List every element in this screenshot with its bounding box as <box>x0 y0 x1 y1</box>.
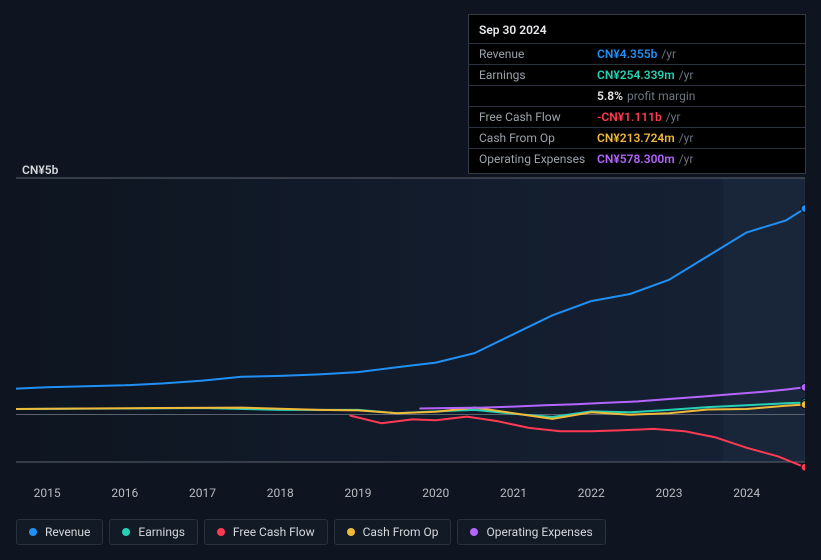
x-axis-tick: 2022 <box>578 486 605 500</box>
tooltip-row: EarningsCN¥254.339m/yr <box>469 64 805 85</box>
tooltip-metric-unit: /yr <box>679 68 694 82</box>
tooltip-metric-value: -CN¥1.111b <box>597 110 662 124</box>
tooltip-metric-unit: /yr <box>679 152 694 166</box>
tooltip-metric-label: Cash From Op <box>479 131 597 145</box>
tooltip-row: 5.8% profit margin <box>469 85 805 106</box>
legend-label: Free Cash Flow <box>233 525 315 539</box>
x-axis-tick: 2015 <box>34 486 61 500</box>
tooltip-row: Operating ExpensesCN¥578.300m/yr <box>469 148 805 169</box>
legend-item[interactable]: Revenue <box>16 519 103 545</box>
x-axis-tick: 2024 <box>733 486 760 500</box>
tooltip: Sep 30 2024 RevenueCN¥4.355b/yrEarningsC… <box>468 14 806 174</box>
tooltip-date: Sep 30 2024 <box>469 21 805 43</box>
x-axis-tick: 2021 <box>500 486 527 500</box>
x-axis-tick: 2019 <box>345 486 372 500</box>
tooltip-metric-unit: /yr <box>661 47 676 61</box>
legend-item[interactable]: Cash From Op <box>334 519 452 545</box>
tooltip-row: Cash From OpCN¥213.724m/yr <box>469 127 805 148</box>
legend-dot-icon <box>29 528 37 536</box>
tooltip-metric-value: CN¥213.724m <box>597 131 675 145</box>
legend-item[interactable]: Operating Expenses <box>457 519 605 545</box>
legend-dot-icon <box>122 528 130 536</box>
legend: Revenue Earnings Free Cash Flow Cash From O… <box>16 519 606 545</box>
tooltip-metric-unit: /yr <box>666 110 681 124</box>
x-axis-tick: 2020 <box>422 486 449 500</box>
chart-container: CN¥5bCN¥0-CN¥1b 201520162017201820192020… <box>0 0 821 560</box>
legend-dot-icon <box>217 528 225 536</box>
tooltip-metric-label: Operating Expenses <box>479 152 597 166</box>
tooltip-metric-value: CN¥4.355b <box>597 47 657 61</box>
legend-label: Revenue <box>45 525 90 539</box>
x-axis-tick: 2017 <box>189 486 216 500</box>
legend-dot-icon <box>470 528 478 536</box>
x-axis-tick: 2023 <box>655 486 682 500</box>
tooltip-metric-value: CN¥578.300m <box>597 152 675 166</box>
legend-label: Earnings <box>138 525 185 539</box>
tooltip-metric-unit: profit margin <box>627 89 695 103</box>
tooltip-metric-label: Free Cash Flow <box>479 110 597 124</box>
tooltip-metric-label <box>479 89 597 103</box>
tooltip-metric-label: Earnings <box>479 68 597 82</box>
legend-label: Operating Expenses <box>486 525 592 539</box>
tooltip-metric-value: 5.8% <box>597 89 623 103</box>
x-axis-tick: 2016 <box>111 486 138 500</box>
tooltip-row: RevenueCN¥4.355b/yr <box>469 43 805 64</box>
x-axis-tick: 2018 <box>267 486 294 500</box>
legend-item[interactable]: Free Cash Flow <box>204 519 328 545</box>
tooltip-metric-value: CN¥254.339m <box>597 68 675 82</box>
legend-item[interactable]: Earnings <box>109 519 198 545</box>
x-axis-labels: 2015 2016 2017 2018 2019 2020 2021 2022 2023 2024 <box>16 486 805 504</box>
legend-dot-icon <box>347 528 355 536</box>
tooltip-metric-label: Revenue <box>479 47 597 61</box>
chart-plot[interactable] <box>16 160 805 480</box>
legend-label: Cash From Op <box>363 525 439 539</box>
tooltip-row: Free Cash Flow-CN¥1.111b/yr <box>469 106 805 127</box>
tooltip-metric-unit: /yr <box>679 131 694 145</box>
